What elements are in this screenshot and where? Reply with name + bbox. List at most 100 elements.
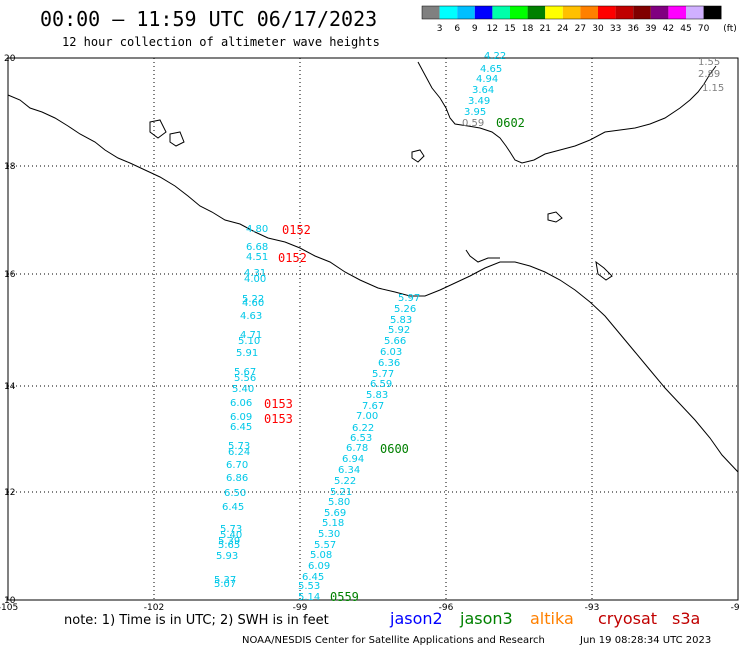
axis-labels: -105 -102 -99 -96 -93 -90 20 18 16 14 12 10: [0, 54, 740, 613]
legend-tick-label: 70: [698, 24, 710, 34]
wave-height-value: 5.57: [314, 540, 336, 551]
legend-tick-label: 27: [575, 24, 586, 34]
wave-height-value: 4.22: [484, 51, 506, 62]
legend-tick-label: 42: [663, 24, 674, 34]
legend-swatch: [598, 6, 616, 19]
legend-tick-label: 6: [454, 24, 460, 34]
wave-height-value: 5.97: [398, 293, 420, 304]
wave-height-value: 4.65: [480, 64, 502, 75]
wave-height-value: 5.67: [234, 367, 256, 378]
wave-height-value: 3.49: [468, 96, 490, 107]
gulf-coast-west: [417, 61, 717, 164]
wave-height-value: 4.60: [242, 298, 264, 309]
wave-height-value: 4.00: [244, 274, 266, 285]
wave-height-value: 6.86: [226, 473, 248, 484]
pass-time-label: 0152: [282, 223, 311, 237]
map-title: 00:00 – 11:59 UTC 06/17/2023: [40, 7, 377, 31]
wave-height-value: 0.59: [462, 118, 484, 129]
wave-height-value: 6.09: [230, 412, 252, 423]
wave-height-value: 6.03: [380, 347, 402, 358]
wave-height-value: 5.83: [390, 315, 412, 326]
satellite-key-s3a: s3a: [672, 609, 700, 628]
wave-height-value: 5.93: [216, 551, 238, 562]
legend-tick-label: 24: [557, 24, 569, 34]
legend-border: [421, 5, 722, 20]
wave-height-value: 5.26: [394, 304, 416, 315]
wave-height-value: 4.80: [246, 224, 268, 235]
lat-label: 20: [4, 54, 16, 64]
lat-label: 14: [4, 382, 16, 392]
wave-height-value: 4.63: [240, 311, 262, 322]
wave-height-value: 6.70: [226, 460, 248, 471]
wave-height-value: 6.34: [338, 465, 360, 476]
lon-label: -105: [0, 603, 18, 613]
legend-swatch: [650, 6, 669, 19]
wave-height-value: 6.45: [230, 422, 252, 433]
legend-tick-label: 30: [592, 24, 604, 34]
wave-height-value: 5.65: [218, 540, 240, 551]
wave-height-value: 5.83: [366, 390, 388, 401]
legend-swatch: [703, 6, 722, 19]
legend-tick-label: 9: [472, 24, 478, 34]
legend-tick-label: 39: [645, 24, 657, 34]
wave-height-value: 5.73: [228, 441, 250, 452]
legend-swatch: [633, 6, 651, 19]
wave-height-value: 5.40: [232, 384, 254, 395]
wave-height-value: 5.14: [298, 592, 320, 603]
wave-height-value: 2.89: [698, 69, 720, 80]
wave-height-value: 5.30: [318, 529, 340, 540]
wave-height-value: 5.10: [238, 336, 260, 347]
lake-2: [169, 131, 185, 147]
wave-height-value: 3.95: [464, 107, 486, 118]
tehuantepec-coast: [465, 249, 500, 263]
wave-height-value: 5.80: [328, 497, 350, 508]
wave-height-value: 5.66: [384, 336, 406, 347]
legend-swatch: [668, 6, 686, 19]
wave-height-value: 6.09: [308, 561, 330, 572]
note-text: note: 1) Time is in UTC; 2) SWH is in fe…: [64, 613, 329, 628]
wave-height-value: 6.24: [228, 447, 250, 458]
legend-tick-label: 45: [680, 24, 691, 34]
lat-lon-grid: [8, 58, 738, 600]
legend-swatch: [422, 6, 440, 19]
map-frame: [7, 57, 739, 601]
lon-label: -102: [144, 603, 164, 613]
wave-height-value: 5.69: [324, 508, 346, 519]
lon-label: -96: [439, 603, 454, 613]
legend-swatch: [457, 6, 475, 19]
pass-time-label: 0153: [264, 397, 293, 411]
wave-height-value: 4.94: [476, 74, 498, 85]
legend-unit: (ft): [723, 24, 737, 34]
pass-time-label: 0602: [496, 116, 525, 130]
coastline: [7, 61, 739, 473]
satellite-key-jason3: jason3: [459, 609, 513, 628]
lat-label: 16: [4, 270, 16, 280]
lon-label: -90: [731, 603, 740, 613]
wave-height-value: 6.45: [222, 502, 244, 513]
wave-height-value: 5.21: [330, 487, 352, 498]
legend-swatch: [510, 6, 528, 19]
note-line: note: 1) Time is in UTC; 2) SWH is in fe…: [64, 609, 700, 628]
satellite-key-cryosat: cryosat: [598, 609, 657, 628]
legend-tick-label: 12: [487, 24, 498, 34]
wave-height-value: 5.07: [214, 579, 236, 590]
legend-tick-label: 33: [610, 24, 621, 34]
wave-height-value: 5.39: [218, 536, 240, 547]
lat-label: 12: [4, 488, 15, 498]
map-subtitle: 12 hour collection of altimeter wave hei…: [62, 35, 380, 49]
wave-height-value: 5.18: [322, 518, 344, 529]
wave-height-value: 5.53: [298, 581, 320, 592]
color-legend: 3 6 9 12 15 18 21 24 27 30 33 36 39 42 45 70 (ft): [421, 5, 737, 34]
legend-swatch: [492, 6, 510, 19]
wave-height-value: 6.06: [230, 398, 252, 409]
credit-text: NOAA/NESDIS Center for Satellite Applica…: [242, 635, 545, 646]
legend-tick-label: 15: [504, 24, 515, 34]
legend-swatch: [527, 6, 546, 19]
satellite-key-altika: altika: [530, 609, 574, 628]
lat-label: 10: [4, 596, 16, 606]
island-3: [595, 260, 613, 281]
satellite-key-jason2: jason2: [389, 609, 443, 628]
wave-height-value: 4.71: [240, 330, 262, 341]
wave-height-value: 5.08: [310, 550, 332, 561]
